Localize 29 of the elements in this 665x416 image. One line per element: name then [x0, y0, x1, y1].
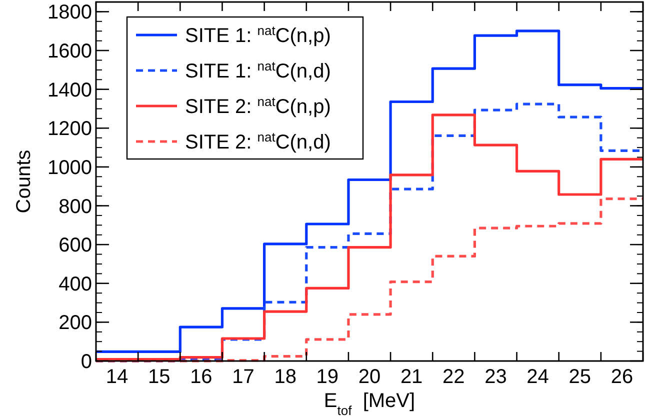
- x-tick-label: 19: [316, 366, 339, 388]
- x-tick-label: 14: [106, 366, 128, 388]
- y-tick-label: 0: [80, 351, 92, 373]
- x-tick-label: 21: [400, 366, 423, 388]
- x-tick-label: 23: [484, 366, 507, 388]
- legend-label: SITE 2: $^{nat}$C(n,d): [185, 129, 331, 154]
- legend-label: SITE 2: $^{nat}$C(n,p): [185, 94, 331, 118]
- x-tick-label: 15: [148, 366, 170, 388]
- y-tick-label: 200: [58, 312, 92, 334]
- y-tick-label: 800: [58, 196, 92, 218]
- legend-label: SITE 1: $^{nat}$C(n,p): [185, 22, 331, 47]
- x-tick-label: 18: [274, 366, 296, 388]
- x-tick-label: 20: [358, 366, 381, 388]
- x-tick-label: 22: [442, 366, 465, 388]
- x-tick-label: 24: [526, 366, 549, 388]
- x-axis-title: E$_{tof}$ [MeV]: [324, 390, 416, 416]
- y-tick-label: 1000: [48, 156, 92, 179]
- y-tick-label: 400: [58, 273, 92, 296]
- legend-label: SITE 1: $^{nat}$C(n,d): [185, 58, 331, 82]
- y-tick-label: 1600: [48, 40, 92, 63]
- x-tick-label: 17: [232, 366, 254, 388]
- x-tick-label: 25: [568, 366, 592, 388]
- y-tick-label: 1800: [48, 2, 92, 24]
- y-axis-title: Counts: [13, 150, 35, 214]
- y-tick-label: 600: [58, 234, 92, 257]
- y-tick-label: 1400: [48, 79, 92, 102]
- x-tick-label: 26: [610, 366, 634, 388]
- y-tick-label: 1200: [48, 118, 92, 140]
- x-tick-label: 16: [190, 366, 212, 388]
